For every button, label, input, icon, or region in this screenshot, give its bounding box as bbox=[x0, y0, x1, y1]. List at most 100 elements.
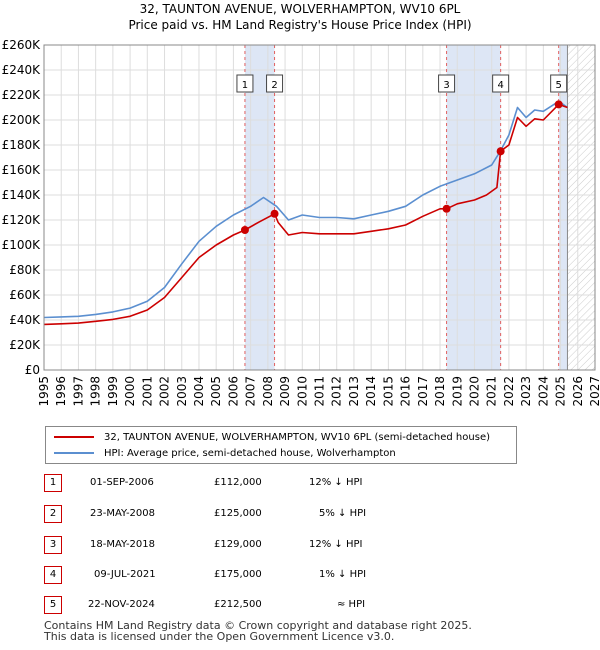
y-tick-label: £40K bbox=[9, 313, 41, 327]
x-tick-label: 2026 bbox=[571, 376, 585, 407]
legend-item-hpi: HPI: Average price, semi-detached house,… bbox=[54, 446, 396, 460]
sale-label: 2 bbox=[271, 80, 277, 91]
chart-legend: 32, TAUNTON AVENUE, WOLVERHAMPTON, WV10 … bbox=[45, 426, 517, 464]
x-tick-label: 1997 bbox=[71, 376, 85, 407]
sale-label-box bbox=[236, 74, 254, 93]
x-tick-label: 1995 bbox=[37, 376, 51, 407]
transaction-date: 23-MAY-2008 bbox=[90, 508, 156, 519]
shaded-range bbox=[446, 45, 501, 370]
transaction-date: 18-MAY-2018 bbox=[90, 539, 156, 550]
legend-swatch-property bbox=[54, 436, 94, 438]
transaction-row: 1 01-SEP-2006 £112,000 12% ↓ HPI bbox=[44, 474, 544, 494]
property-series-line bbox=[43, 103, 568, 326]
chart-title-line1: 32, TAUNTON AVENUE, WOLVERHAMPTON, WV10 … bbox=[139, 2, 461, 16]
transaction-row: 5 22-NOV-2024 £212,500 ≈ HPI bbox=[44, 596, 544, 616]
sale-point bbox=[240, 226, 249, 234]
sale-point bbox=[270, 209, 279, 218]
transaction-number-badge: 3 bbox=[44, 536, 62, 554]
x-tick-label: 2022 bbox=[502, 376, 516, 407]
transaction-price: £212,500 bbox=[214, 599, 262, 610]
forecast-region bbox=[567, 45, 595, 370]
transaction-date: 09-JUL-2021 bbox=[94, 569, 156, 580]
transaction-vs-hpi: 12% ↓ HPI bbox=[309, 477, 363, 488]
footer-license: This data is licensed under the Open Gov… bbox=[44, 630, 395, 643]
legend-label-property: 32, TAUNTON AVENUE, WOLVERHAMPTON, WV10 … bbox=[104, 431, 490, 443]
sale-label: 3 bbox=[443, 80, 449, 91]
y-tick-label: £20K bbox=[9, 338, 41, 352]
transaction-price: £129,000 bbox=[214, 539, 262, 550]
x-tick-label: 2014 bbox=[364, 376, 378, 407]
transaction-number-badge: 5 bbox=[44, 596, 62, 614]
chart-title-line2: Price paid vs. HM Land Registry's House … bbox=[128, 18, 472, 32]
legend-swatch-hpi bbox=[54, 452, 94, 454]
legend-item-property: 32, TAUNTON AVENUE, WOLVERHAMPTON, WV10 … bbox=[54, 430, 490, 444]
x-tick-label: 2024 bbox=[536, 376, 550, 407]
transaction-vs-hpi: 1% ↓ HPI bbox=[319, 569, 367, 580]
transaction-row: 3 18-MAY-2018 £129,000 12% ↓ HPI bbox=[44, 536, 544, 556]
legend-label-hpi: HPI: Average price, semi-detached house,… bbox=[104, 447, 396, 459]
y-tick-label: £120K bbox=[2, 213, 42, 227]
transaction-vs-hpi: 12% ↓ HPI bbox=[309, 539, 363, 550]
x-tick-label: 2019 bbox=[450, 376, 464, 407]
x-tick-label: 2004 bbox=[192, 376, 206, 407]
y-tick-label: £180K bbox=[2, 138, 42, 152]
x-tick-label: 2025 bbox=[554, 376, 568, 407]
x-tick-label: 1999 bbox=[106, 376, 120, 407]
sale-label-box bbox=[266, 74, 284, 93]
y-tick-label: £80K bbox=[9, 263, 41, 277]
x-tick-label: 1998 bbox=[89, 376, 103, 407]
price-chart: 1 2 3 4 5 £0 £20K £40K £60K £80K £100K £120K £140K £… bbox=[2, 38, 600, 407]
x-tick-label: 2006 bbox=[226, 376, 240, 407]
hpi-series-line bbox=[43, 100, 568, 319]
y-tick-label: £240K bbox=[2, 63, 42, 77]
y-tick-label: £140K bbox=[2, 188, 42, 202]
sale-point bbox=[554, 100, 563, 109]
y-tick-label: £200K bbox=[2, 113, 42, 127]
x-tick-label: 2003 bbox=[175, 376, 189, 407]
transaction-date: 01-SEP-2006 bbox=[90, 477, 154, 488]
x-tick-label: 2027 bbox=[588, 376, 600, 407]
sale-label-box bbox=[492, 74, 510, 93]
x-tick-label: 2005 bbox=[209, 376, 223, 407]
sale-label: 5 bbox=[555, 80, 561, 91]
x-tick-label: 2000 bbox=[123, 376, 137, 407]
x-tick-label: 2001 bbox=[140, 376, 154, 407]
y-tick-label: £220K bbox=[2, 88, 42, 102]
sale-label-box bbox=[438, 74, 456, 93]
x-tick-label: 2021 bbox=[485, 376, 499, 407]
y-tick-label: £100K bbox=[2, 238, 42, 252]
transaction-row: 4 09-JUL-2021 £175,000 1% ↓ HPI bbox=[44, 566, 544, 586]
x-tick-label: 2017 bbox=[416, 376, 430, 407]
transaction-row: 2 23-MAY-2008 £125,000 5% ↓ HPI bbox=[44, 505, 544, 525]
transaction-date: 22-NOV-2024 bbox=[88, 599, 155, 610]
transaction-number-badge: 1 bbox=[44, 474, 62, 492]
y-tick-label: £0 bbox=[25, 363, 40, 377]
x-tick-label: 2013 bbox=[347, 376, 361, 407]
x-tick-label: 2018 bbox=[433, 376, 447, 407]
x-tick-label: 2009 bbox=[278, 376, 292, 407]
sale-label: 1 bbox=[242, 80, 248, 91]
x-tick-label: 2007 bbox=[244, 376, 258, 407]
y-tick-label: £160K bbox=[2, 163, 42, 177]
x-tick-label: 2012 bbox=[330, 376, 344, 407]
x-tick-label: 2008 bbox=[261, 376, 275, 407]
x-tick-label: 2011 bbox=[313, 376, 327, 407]
plot-frame bbox=[43, 44, 596, 371]
x-tick-label: 2020 bbox=[467, 376, 481, 407]
sale-point bbox=[496, 147, 505, 156]
x-tick-label: 2002 bbox=[158, 376, 172, 407]
transaction-number-badge: 2 bbox=[44, 505, 62, 523]
transaction-price: £125,000 bbox=[214, 508, 262, 519]
x-tick-label: 1996 bbox=[54, 376, 68, 407]
x-tick-label: 2016 bbox=[399, 376, 413, 407]
transaction-vs-hpi: 5% ↓ HPI bbox=[319, 508, 367, 519]
sale-point bbox=[442, 204, 451, 213]
sale-label-box bbox=[550, 74, 568, 93]
x-tick-label: 2015 bbox=[381, 376, 395, 407]
transaction-number-badge: 4 bbox=[44, 566, 62, 584]
transaction-price: £175,000 bbox=[214, 569, 262, 580]
sale-label: 4 bbox=[497, 80, 503, 91]
y-tick-label: £60K bbox=[9, 288, 41, 302]
shaded-range bbox=[558, 45, 568, 370]
y-tick-label: £260K bbox=[2, 38, 42, 52]
